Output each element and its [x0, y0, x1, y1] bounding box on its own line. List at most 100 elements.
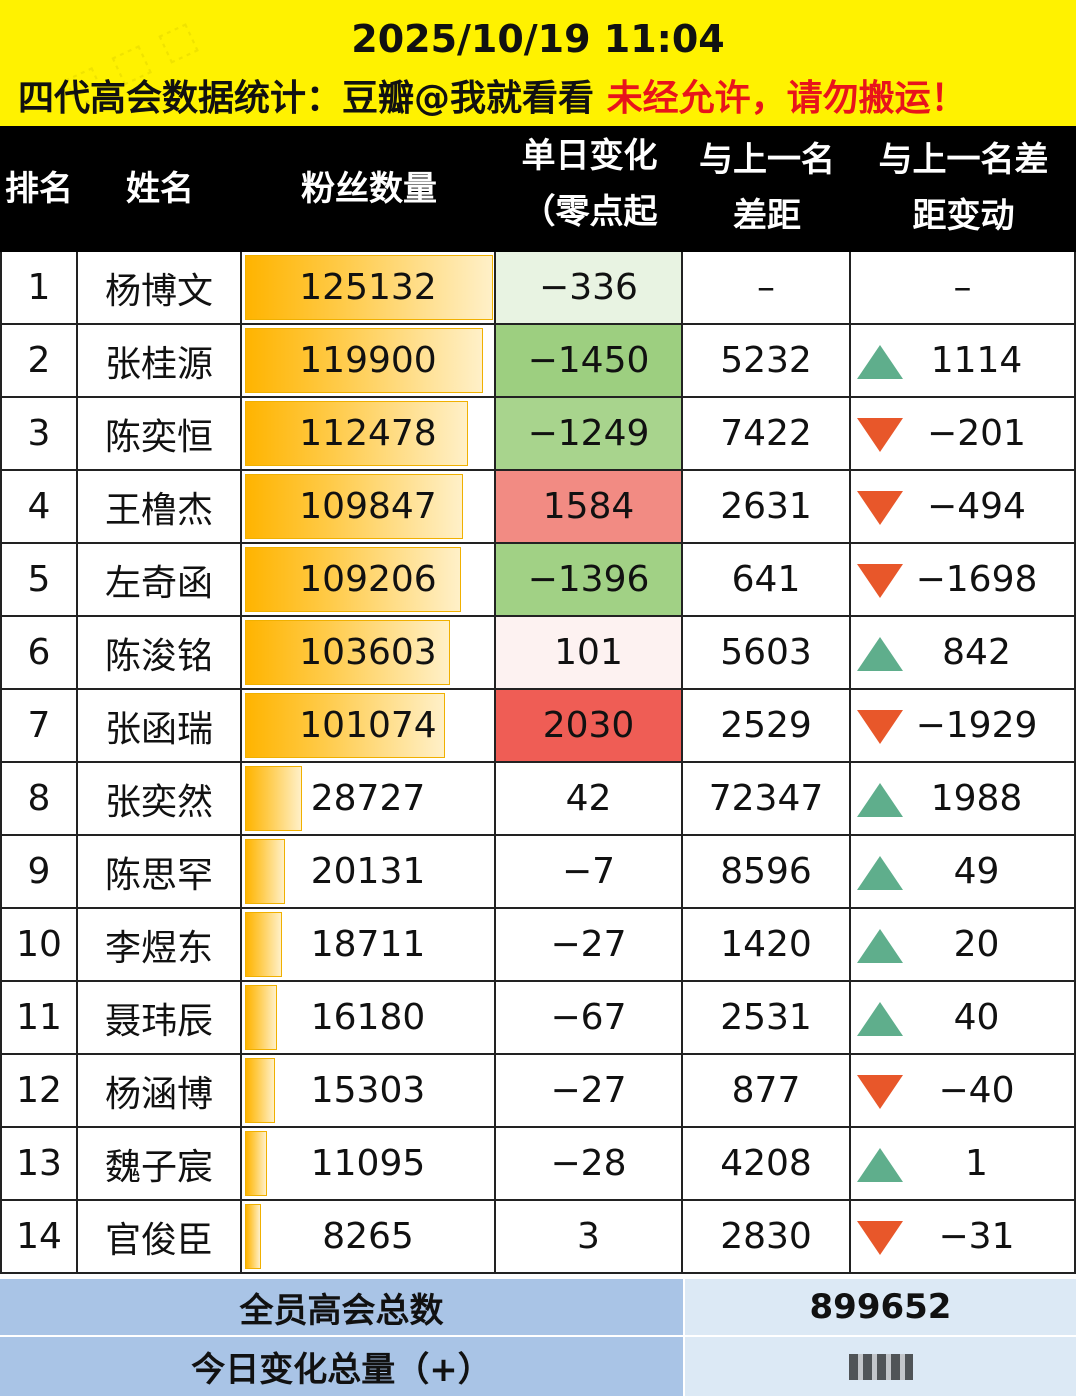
gap-change-cell-text: −40 — [938, 1070, 1015, 1111]
up-triangle-icon — [857, 929, 903, 963]
rank-cell: 14 — [0, 1201, 78, 1274]
name-cell-text: 李煜东 — [104, 927, 213, 969]
daily-change-cell: −7 — [496, 836, 683, 909]
footer-daily-value — [683, 1337, 1076, 1398]
fans-cell-text: 101074 — [299, 705, 437, 746]
up-triangle-icon — [857, 1002, 903, 1036]
daily-change-cell: −336 — [496, 252, 683, 325]
table-row: 10 李煜东 18711 −27 1420 20 — [0, 909, 1076, 982]
gap-cell-text: 641 — [731, 559, 801, 600]
fans-cell-text: 109847 — [299, 486, 437, 527]
daily-change-cell-text: −1396 — [527, 559, 650, 600]
gap-change-cell: 49 — [851, 836, 1076, 909]
daily-change-cell: −27 — [496, 909, 683, 982]
rank-cell-text: 12 — [16, 1070, 62, 1111]
gap-cell-text: 877 — [731, 1070, 801, 1111]
table-row: 9 陈思罕 20131 −7 8596 49 — [0, 836, 1076, 909]
daily-change-cell: 1584 — [496, 471, 683, 544]
name-cell-text: 陈思罕 — [104, 854, 213, 896]
name-cell: 杨博文 — [78, 252, 242, 325]
redacted-icon — [848, 1353, 913, 1380]
fans-bar — [245, 985, 277, 1050]
name-cell-text: 张奕然 — [104, 781, 213, 823]
fans-cell-text: 16180 — [310, 997, 426, 1038]
name-cell-text: 魏子宸 — [104, 1146, 213, 1188]
header-warning: 未经允许，请勿搬运！ — [606, 78, 967, 119]
rank-cell-text: 4 — [27, 486, 51, 527]
daily-change-cell-text: −27 — [550, 1070, 627, 1111]
gap-cell-text: 2631 — [720, 486, 812, 527]
fans-cell-text: 125132 — [299, 267, 437, 308]
name-cell-text: 官俊臣 — [104, 1219, 213, 1261]
rank-cell-text: 11 — [16, 997, 62, 1038]
daily-change-cell-text: −1450 — [527, 340, 650, 381]
gap-change-cell: −494 — [851, 471, 1076, 544]
header-title-line: 四代高会数据统计：豆瓣@我就看看 未经允许，请勿搬运！ — [18, 74, 967, 124]
column-header: 排名 姓名 粉丝数量 单日变化 （零点起 与上一名 差距 与上一名差 距变动 — [0, 126, 1076, 252]
fans-cell: 20131 — [242, 836, 496, 909]
col-gap-change-line1: 与上一名差 — [878, 140, 1049, 180]
daily-change-cell: 42 — [496, 763, 683, 836]
gap-change-cell-text: 40 — [953, 997, 1000, 1038]
footer-daily-row: 今日变化总量（+） — [0, 1337, 1076, 1398]
fans-cell: 109847 — [242, 471, 496, 544]
gap-change-cell: −40 — [851, 1055, 1076, 1128]
gap-cell-text: 72347 — [708, 778, 824, 819]
daily-change-cell: −1396 — [496, 544, 683, 617]
gap-cell: – — [683, 252, 851, 325]
fans-cell-text: 119900 — [299, 340, 437, 381]
rank-cell-text: 7 — [27, 705, 51, 746]
name-cell-text: 聂玮辰 — [104, 1000, 213, 1042]
table-row: 13 魏子宸 11095 −28 4208 1 — [0, 1128, 1076, 1201]
gap-cell-text: 4208 — [720, 1143, 812, 1184]
rank-cell-text: 9 — [27, 851, 51, 892]
gap-change-cell: 1988 — [851, 763, 1076, 836]
rank-cell-text: 8 — [27, 778, 51, 819]
down-triangle-icon — [857, 1221, 903, 1255]
rank-cell-text: 10 — [16, 924, 62, 965]
gap-change-cell: 1 — [851, 1128, 1076, 1201]
name-cell-text: 王橹杰 — [104, 489, 213, 531]
gap-cell: 5603 — [683, 617, 851, 690]
fans-cell: 8265 — [242, 1201, 496, 1274]
fans-bar — [245, 474, 463, 539]
gap-cell: 72347 — [683, 763, 851, 836]
fans-cell-text: 18711 — [310, 924, 426, 965]
daily-change-cell: −28 — [496, 1128, 683, 1201]
col-gap-line1: 与上一名 — [699, 140, 835, 180]
header-title: 四代高会数据统计：豆瓣@我就看看 — [18, 78, 595, 119]
down-triangle-icon — [857, 1075, 903, 1109]
up-triangle-icon — [857, 783, 903, 817]
gap-change-cell: 1114 — [851, 325, 1076, 398]
daily-change-cell-text: 1584 — [542, 486, 635, 527]
fans-bar — [245, 1058, 275, 1123]
fans-bar — [245, 766, 302, 831]
gap-cell-text: 2830 — [720, 1216, 812, 1257]
name-cell: 聂玮辰 — [78, 982, 242, 1055]
table-row: 11 聂玮辰 16180 −67 2531 40 — [0, 982, 1076, 1055]
fans-bar — [245, 547, 461, 612]
col-rank: 排名 — [5, 169, 73, 209]
daily-change-cell: 101 — [496, 617, 683, 690]
fans-cell: 28727 — [242, 763, 496, 836]
gap-change-cell-text: 1114 — [930, 340, 1023, 381]
gap-change-cell-text: 20 — [953, 924, 1000, 965]
up-triangle-icon — [857, 1148, 903, 1182]
gap-change-cell-text: −31 — [938, 1216, 1015, 1257]
daily-change-cell: −1249 — [496, 398, 683, 471]
gap-cell: 1420 — [683, 909, 851, 982]
header-date: 2025/10/19 11:04 — [351, 17, 725, 61]
fans-cell: 15303 — [242, 1055, 496, 1128]
rank-cell: 2 — [0, 325, 78, 398]
name-cell: 杨涵博 — [78, 1055, 242, 1128]
gap-change-cell: −31 — [851, 1201, 1076, 1274]
fans-cell-text: 11095 — [310, 1143, 426, 1184]
fans-cell-text: 112478 — [299, 413, 437, 454]
daily-change-cell: 3 — [496, 1201, 683, 1274]
gap-cell: 7422 — [683, 398, 851, 471]
gap-cell: 877 — [683, 1055, 851, 1128]
daily-change-cell-text: −1249 — [527, 413, 650, 454]
fans-cell-text: 8265 — [322, 1216, 414, 1257]
gap-cell: 5232 — [683, 325, 851, 398]
